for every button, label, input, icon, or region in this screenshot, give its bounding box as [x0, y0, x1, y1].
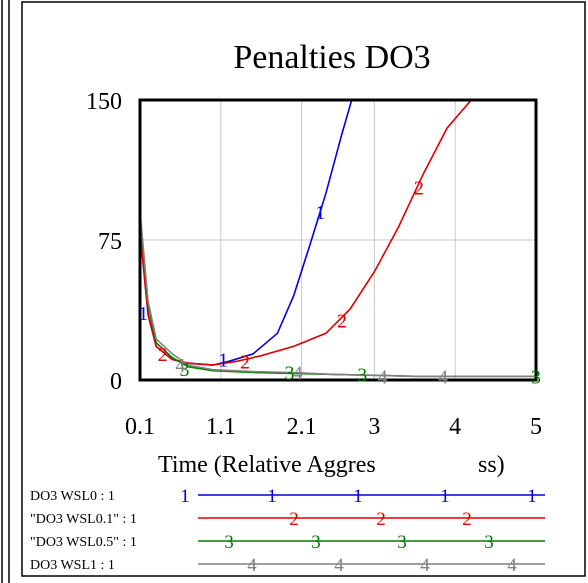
legend-label-3: "DO3 WSL0.5" : 1 [30, 535, 137, 550]
legend: DO3 WSL0 : 1 1 1 1 1 1 "DO3 WSL0.1" : 1 2 2 2 "DO3… [30, 486, 545, 576]
y-tick-label-0: 0 [110, 369, 122, 395]
series-2-marker-1: 2 [240, 351, 250, 373]
x-axis-label-tail: ss) [478, 452, 505, 478]
series-2-marker-2: 2 [337, 310, 347, 332]
series-4-marker-2: 4 [377, 366, 387, 388]
series-2-marker-3: 2 [414, 178, 424, 200]
x-tick-labels: 0.1 1.1 2.1 3 4 5 [125, 414, 542, 440]
legend-label-2: "DO3 WSL0.1" : 1 [30, 512, 137, 527]
y-tick-labels: 0 75 150 [86, 89, 122, 395]
x-tick-label-4: 4 [449, 414, 461, 440]
x-tick-label-3: 3 [368, 414, 380, 440]
legend-marker-4-1: 4 [334, 555, 344, 576]
y-tick-label-1: 75 [98, 229, 122, 255]
chart-title: Penalties DO3 [233, 39, 430, 76]
series-3-marker-0: 3 [179, 359, 189, 381]
legend-marker-1-4: 1 [527, 486, 537, 507]
legend-marker-2-1: 2 [376, 509, 386, 530]
legend-marker-2-0: 2 [289, 509, 299, 530]
series-line-3 [140, 211, 536, 378]
legend-marker-4-3: 4 [507, 555, 517, 576]
series-1-marker-2: 1 [315, 202, 325, 224]
series-3-marker-3: 3 [531, 366, 541, 388]
legend-marker-3-0: 3 [224, 532, 234, 553]
series-4-marker-0: 4 [175, 355, 185, 377]
series-3-marker-1: 3 [285, 363, 295, 385]
x-tick-label-1: 1.1 [206, 414, 236, 440]
series-1-marker-0: 1 [138, 303, 148, 325]
series-2-marker-0: 2 [158, 344, 168, 366]
series-line-2 [140, 100, 472, 366]
series-lines [140, 100, 536, 378]
series-4-marker-1: 4 [293, 363, 303, 385]
x-tick-label-5: 5 [530, 414, 542, 440]
legend-marker-1-1: 1 [267, 486, 277, 507]
x-axis-label: Time (Relative Aggres [158, 452, 376, 478]
x-tick-label-0: 0.1 [125, 414, 155, 440]
x-tick-label-2: 2.1 [287, 414, 317, 440]
legend-marker-1-0: 1 [180, 486, 190, 507]
legend-marker-2-2: 2 [462, 509, 472, 530]
legend-marker-1-3: 1 [440, 486, 450, 507]
legend-label-1: DO3 WSL0 : 1 [30, 489, 115, 504]
legend-marker-1-2: 1 [353, 486, 363, 507]
series-line-4 [140, 211, 536, 378]
series-3-marker-2: 3 [357, 364, 367, 386]
y-tick-label-2: 150 [86, 89, 122, 115]
series-4-marker-3: 4 [438, 366, 448, 388]
legend-marker-3-2: 3 [397, 532, 407, 553]
grid-lines [140, 100, 536, 380]
legend-marker-3-1: 3 [311, 532, 321, 553]
chart-border [21, 1, 586, 577]
legend-marker-3-3: 3 [484, 532, 494, 553]
legend-marker-4-2: 4 [420, 555, 430, 576]
legend-label-4: DO3 WSL1 : 1 [30, 558, 115, 573]
legend-marker-4-0: 4 [247, 555, 257, 576]
plot-area-border [138, 98, 538, 382]
series-1-marker-1: 1 [218, 349, 228, 371]
series-line-1 [140, 100, 353, 366]
